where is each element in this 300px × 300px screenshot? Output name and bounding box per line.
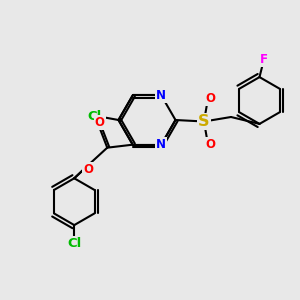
Text: O: O xyxy=(95,116,105,129)
Text: N: N xyxy=(156,138,166,151)
Text: N: N xyxy=(156,89,166,102)
Text: O: O xyxy=(83,163,93,176)
Text: O: O xyxy=(205,92,215,105)
Text: Cl: Cl xyxy=(87,110,102,124)
Text: Cl: Cl xyxy=(67,237,81,250)
Text: S: S xyxy=(198,114,210,129)
Text: F: F xyxy=(260,53,268,66)
Text: O: O xyxy=(205,138,215,151)
